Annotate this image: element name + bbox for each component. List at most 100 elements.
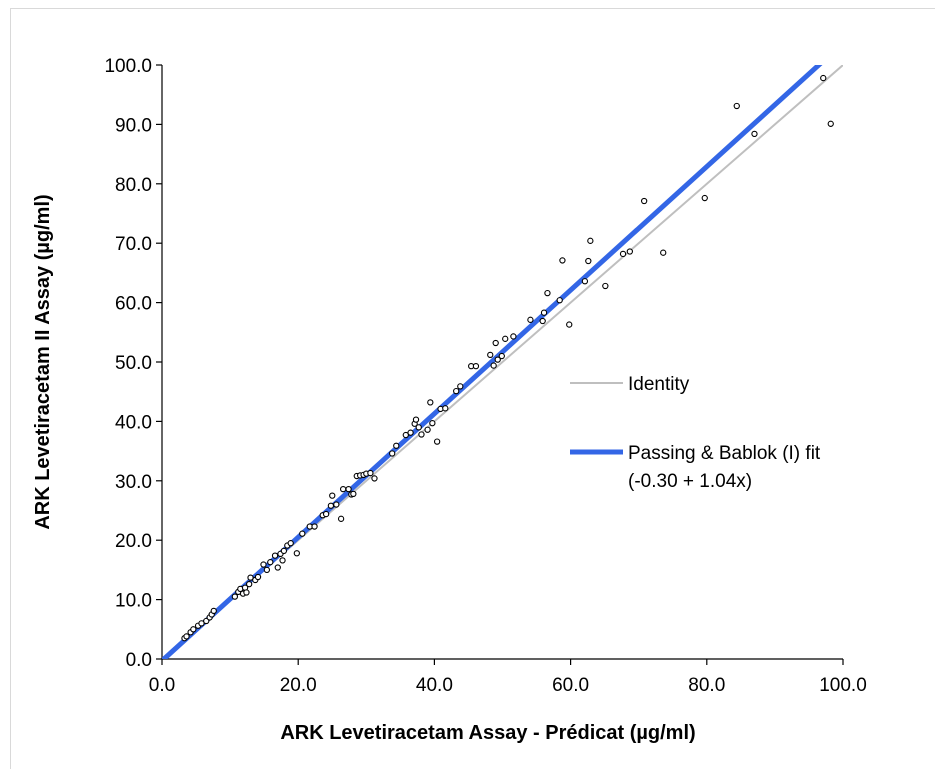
data-point — [198, 620, 205, 627]
data-point — [701, 194, 708, 202]
y-tick-label: 80.0 — [115, 175, 152, 196]
x-axis-ticks: 0.0 20.0 40.0 60.0 80.0 100.0 — [149, 659, 867, 696]
data-point — [287, 540, 294, 547]
data-point — [402, 431, 409, 439]
data-point — [333, 501, 340, 508]
data-point — [337, 515, 345, 522]
data-point — [322, 510, 330, 518]
data-point — [293, 550, 300, 557]
data-point — [556, 297, 563, 304]
y-tick-label: 0.0 — [126, 650, 152, 671]
data-point — [299, 530, 306, 537]
y-tick-label: 10.0 — [115, 591, 152, 612]
x-tick-label: 80.0 — [688, 675, 725, 696]
data-point — [490, 362, 497, 369]
data-point — [190, 626, 197, 633]
data-point — [424, 426, 431, 433]
x-tick-label: 60.0 — [552, 675, 589, 696]
legend-label: Passing & Bablok (I) fit — [628, 443, 821, 464]
data-point — [393, 442, 400, 449]
data-point — [246, 581, 253, 588]
x-tick-label: 0.0 — [149, 675, 175, 696]
y-tick-label: 30.0 — [115, 472, 152, 493]
data-point — [267, 559, 274, 566]
data-point — [407, 429, 414, 436]
data-point — [660, 249, 667, 256]
data-point — [254, 573, 262, 581]
data-point — [540, 309, 548, 316]
chart-frame — [10, 8, 935, 769]
data-point — [243, 589, 250, 596]
data-point — [429, 420, 436, 427]
data-point — [345, 485, 352, 493]
data-point — [279, 557, 286, 564]
data-point — [472, 363, 480, 370]
data-point — [415, 424, 422, 431]
data-point — [412, 416, 420, 423]
data-point — [751, 130, 758, 138]
y-tick-label: 50.0 — [115, 353, 152, 374]
data-point — [640, 197, 648, 205]
data-point — [527, 316, 534, 323]
data-point — [510, 333, 517, 340]
y-axis-title: ARK Levetiracetam II Assay (µg/ml) — [32, 194, 54, 529]
data-point — [820, 74, 827, 82]
data-point — [602, 282, 609, 290]
legend-label: (-0.30 + 1.04x) — [628, 471, 752, 492]
data-point — [247, 574, 254, 581]
data-point — [327, 502, 335, 509]
x-axis-title: ARK Levetiracetam Assay - Prédicat (µg/m… — [280, 722, 695, 744]
x-tick-label: 100.0 — [819, 675, 867, 696]
data-point — [619, 250, 627, 258]
data-point — [311, 523, 318, 530]
data-point — [581, 278, 589, 285]
data-point — [585, 257, 592, 265]
data-point — [418, 431, 425, 438]
data-point — [539, 317, 546, 325]
data-point — [442, 405, 449, 412]
legend-label: Identity — [628, 374, 690, 395]
data-point — [626, 248, 633, 255]
data-point — [457, 383, 464, 390]
data-point — [427, 399, 434, 406]
data-points — [181, 74, 834, 642]
data-point — [274, 564, 281, 571]
x-tick-label: 20.0 — [280, 675, 317, 696]
y-tick-label: 90.0 — [115, 115, 152, 136]
data-point — [263, 566, 271, 574]
data-point — [733, 102, 740, 110]
data-point — [271, 552, 279, 559]
legend: Identity Passing & Bablok (I) fit (-0.30 +… — [570, 374, 821, 492]
data-point — [367, 469, 374, 477]
data-point — [827, 120, 834, 127]
data-point — [350, 490, 357, 498]
data-point — [231, 593, 239, 600]
y-tick-label: 100.0 — [104, 56, 152, 77]
data-point — [210, 607, 217, 615]
data-point — [494, 356, 501, 363]
data-point — [371, 475, 378, 482]
data-point — [502, 335, 509, 342]
data-point — [492, 339, 499, 347]
y-tick-label: 60.0 — [115, 294, 152, 315]
y-tick-label: 20.0 — [115, 531, 152, 552]
data-point — [487, 351, 494, 359]
data-point — [453, 387, 460, 395]
fit-line — [162, 65, 823, 659]
data-point — [498, 352, 505, 360]
data-point — [566, 321, 573, 328]
data-point — [183, 633, 190, 640]
fit-lines — [162, 65, 843, 659]
y-tick-label: 70.0 — [115, 234, 152, 255]
data-point — [559, 257, 566, 264]
data-point — [433, 438, 441, 445]
data-point — [280, 547, 288, 555]
data-point — [389, 450, 396, 457]
data-point — [329, 492, 336, 499]
data-point — [544, 289, 551, 297]
y-tick-label: 40.0 — [115, 412, 152, 433]
x-tick-label: 40.0 — [416, 675, 453, 696]
data-point — [260, 561, 267, 568]
data-point — [587, 237, 594, 244]
